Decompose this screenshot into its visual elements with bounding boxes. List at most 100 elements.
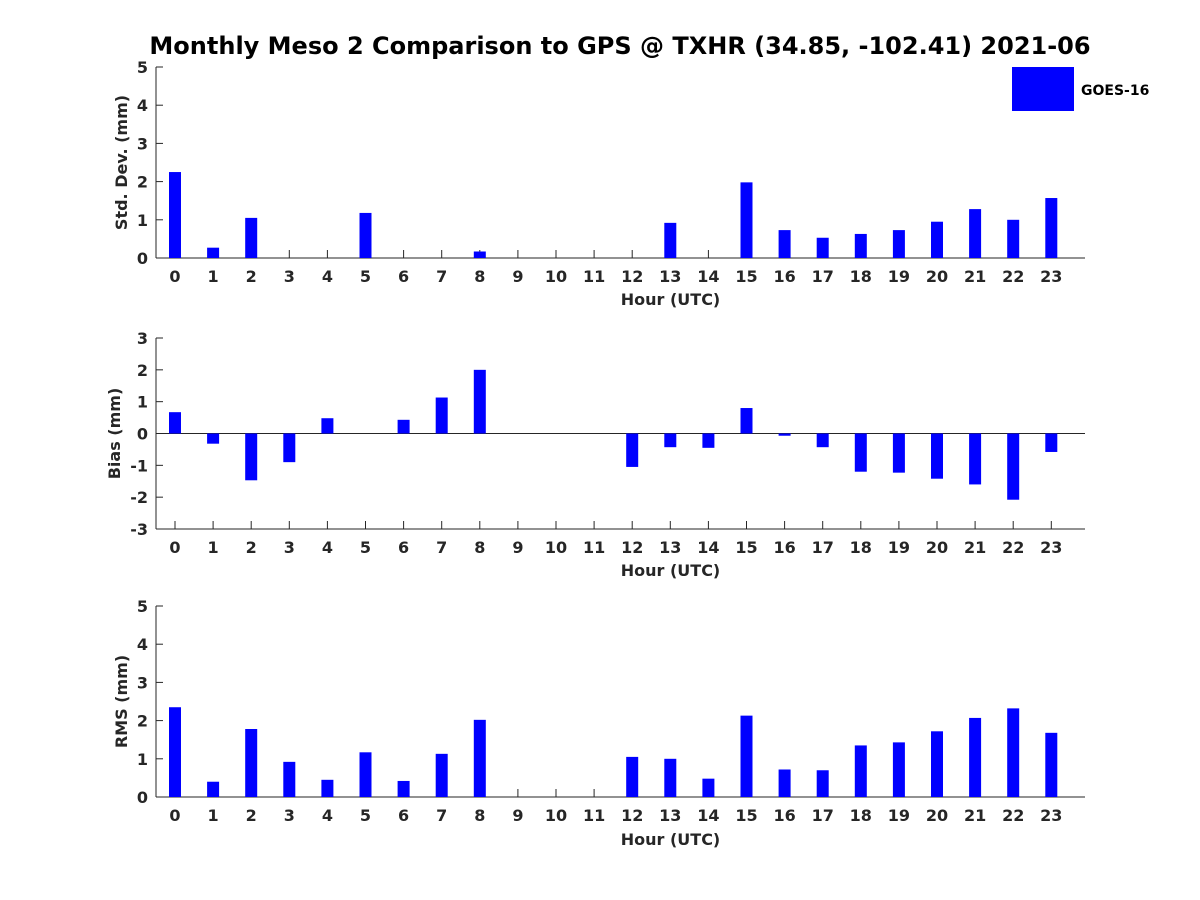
x-tick-label: 20	[926, 806, 948, 825]
x-tick-label: 4	[322, 538, 333, 557]
bar-std-dev-hour-21	[969, 209, 982, 258]
bar-std-dev-hour-0	[169, 172, 181, 258]
x-tick-label: 4	[322, 267, 333, 286]
x-tick-label: 7	[436, 806, 447, 825]
x-tick-label: 10	[545, 538, 567, 557]
bar-bias-hour-23	[1045, 433, 1058, 452]
x-tick-label: 18	[850, 538, 872, 557]
bar-std-dev-hour-5	[359, 212, 372, 258]
y-axis-label: Std. Dev. (mm)	[112, 95, 131, 230]
bar-std-dev-hour-1	[207, 247, 220, 258]
x-tick-label: 2	[246, 806, 257, 825]
x-axis-label: Hour (UTC)	[621, 561, 721, 580]
y-tick-label: 5	[137, 58, 148, 77]
bar-std-dev-hour-19	[892, 230, 905, 258]
x-tick-label: 20	[926, 538, 948, 557]
chart-title: Monthly Meso 2 Comparison to GPS @ TXHR …	[149, 32, 1090, 60]
y-tick-label: 1	[137, 211, 148, 230]
y-tick-label: 2	[137, 173, 148, 192]
x-tick-label: 3	[284, 806, 295, 825]
legend: GOES-16	[1012, 67, 1149, 111]
x-tick-label: 2	[246, 267, 257, 286]
x-tick-label: 10	[545, 267, 567, 286]
bar-std-dev-hour-18	[854, 233, 867, 258]
x-tick-label: 17	[812, 538, 834, 557]
y-tick-label: 4	[137, 96, 148, 115]
x-tick-label: 14	[697, 267, 719, 286]
x-tick-label: 20	[926, 267, 948, 286]
x-tick-label: 14	[697, 538, 719, 557]
x-tick-label: 16	[773, 806, 795, 825]
x-tick-label: 8	[474, 267, 485, 286]
bar-rms-hour-4	[321, 779, 334, 797]
x-tick-label: 22	[1002, 806, 1024, 825]
x-tick-label: 15	[735, 806, 757, 825]
x-tick-label: 7	[436, 267, 447, 286]
x-tick-label: 0	[169, 538, 180, 557]
bar-bias-hour-15	[740, 408, 753, 434]
x-tick-label: 11	[583, 806, 605, 825]
x-tick-label: 10	[545, 806, 567, 825]
bar-bias-hour-7	[435, 397, 448, 434]
x-tick-label: 11	[583, 267, 605, 286]
bar-bias-hour-1	[207, 433, 220, 444]
y-tick-label: 0	[137, 249, 148, 268]
x-tick-label: 12	[621, 806, 643, 825]
y-tick-label: 3	[137, 134, 148, 153]
bar-std-dev-hour-23	[1045, 198, 1058, 258]
y-tick-label: 2	[137, 712, 148, 731]
x-tick-label: 21	[964, 806, 986, 825]
y-axis-label: RMS (mm)	[112, 655, 131, 748]
x-tick-label: 12	[621, 538, 643, 557]
bar-bias-hour-22	[1007, 433, 1020, 500]
x-tick-label: 3	[284, 538, 295, 557]
bar-bias-hour-12	[626, 433, 639, 467]
bar-rms-hour-3	[283, 761, 296, 797]
x-tick-label: 3	[284, 267, 295, 286]
x-tick-label: 22	[1002, 267, 1024, 286]
bar-bias-hour-0	[169, 412, 181, 434]
y-tick-label: -2	[130, 488, 148, 507]
y-tick-label: 0	[137, 788, 148, 807]
bar-rms-hour-18	[854, 745, 867, 797]
x-tick-label: 15	[735, 267, 757, 286]
bar-rms-hour-17	[816, 770, 829, 797]
x-tick-label: 7	[436, 538, 447, 557]
bar-std-dev-hour-17	[816, 237, 829, 258]
x-axis-label: Hour (UTC)	[621, 830, 721, 849]
bar-rms-hour-23	[1045, 732, 1058, 797]
bar-rms-hour-6	[397, 780, 410, 797]
y-tick-label: -3	[130, 520, 148, 539]
bar-rms-hour-14	[702, 778, 715, 797]
bar-rms-hour-19	[892, 742, 905, 797]
x-tick-label: 16	[773, 267, 795, 286]
bar-rms-hour-8	[473, 719, 486, 797]
y-tick-label: 4	[137, 635, 148, 654]
x-tick-label: 21	[964, 267, 986, 286]
bar-bias-hour-19	[892, 433, 905, 473]
y-tick-label: -1	[130, 456, 148, 475]
bar-std-dev-hour-8	[473, 251, 486, 258]
x-tick-label: 2	[246, 538, 257, 557]
bar-rms-hour-0	[169, 707, 181, 797]
x-tick-label: 0	[169, 806, 180, 825]
x-tick-label: 1	[208, 538, 219, 557]
x-tick-label: 13	[659, 267, 681, 286]
x-tick-label: 15	[735, 538, 757, 557]
y-tick-label: 1	[137, 393, 148, 412]
x-tick-label: 23	[1040, 538, 1062, 557]
bar-bias-hour-20	[931, 433, 943, 479]
bar-rms-hour-12	[626, 756, 639, 797]
bar-bias-hour-2	[245, 433, 258, 481]
x-tick-label: 1	[208, 267, 219, 286]
bar-rms-hour-15	[740, 715, 753, 797]
x-tick-label: 13	[659, 806, 681, 825]
x-tick-label: 5	[360, 267, 371, 286]
x-tick-label: 23	[1040, 806, 1062, 825]
x-tick-label: 22	[1002, 538, 1024, 557]
bar-rms-hour-2	[245, 729, 258, 797]
